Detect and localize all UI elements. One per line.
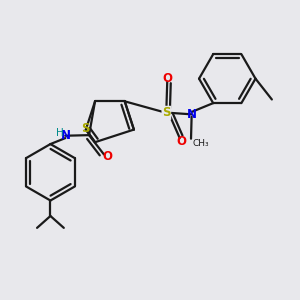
Text: CH₃: CH₃ bbox=[193, 139, 209, 148]
Text: S: S bbox=[162, 106, 171, 119]
Text: N: N bbox=[61, 129, 71, 142]
Text: O: O bbox=[162, 72, 172, 85]
Text: N: N bbox=[187, 108, 196, 121]
Text: O: O bbox=[103, 150, 112, 163]
Text: O: O bbox=[176, 135, 186, 148]
Text: S: S bbox=[81, 122, 89, 135]
Text: H: H bbox=[56, 128, 64, 138]
